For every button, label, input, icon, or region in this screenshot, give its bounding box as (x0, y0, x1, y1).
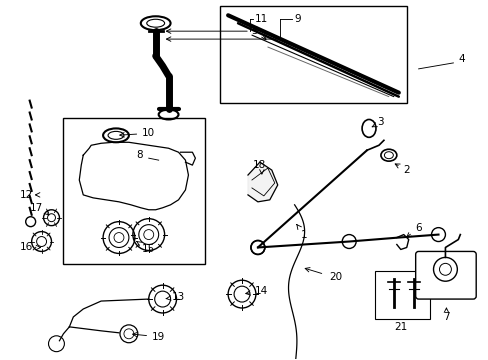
Text: 15: 15 (137, 242, 155, 255)
FancyBboxPatch shape (415, 251, 475, 299)
Text: 3: 3 (371, 117, 384, 127)
Text: 4: 4 (457, 54, 464, 64)
Text: 10: 10 (120, 129, 155, 138)
Bar (220, 6, 406, 103)
Text: 14: 14 (245, 286, 268, 296)
Bar (63, 118, 205, 264)
Text: 6: 6 (406, 222, 421, 237)
Bar (374, 271, 428, 319)
Text: 11: 11 (254, 14, 267, 24)
Text: 9: 9 (294, 14, 301, 24)
Text: 5: 5 (251, 26, 258, 36)
Text: 16: 16 (20, 243, 33, 252)
Text: 20: 20 (328, 272, 342, 282)
Text: 1: 1 (296, 224, 307, 239)
Text: 13: 13 (166, 292, 185, 302)
Text: 18: 18 (253, 160, 266, 170)
Text: 17: 17 (30, 203, 43, 213)
Text: 7: 7 (442, 308, 449, 322)
Text: 2: 2 (394, 164, 409, 175)
Text: 19: 19 (132, 332, 165, 342)
Polygon shape (247, 162, 277, 202)
Text: 21: 21 (393, 322, 407, 332)
Text: 12: 12 (20, 190, 33, 200)
Text: 8: 8 (136, 150, 142, 160)
